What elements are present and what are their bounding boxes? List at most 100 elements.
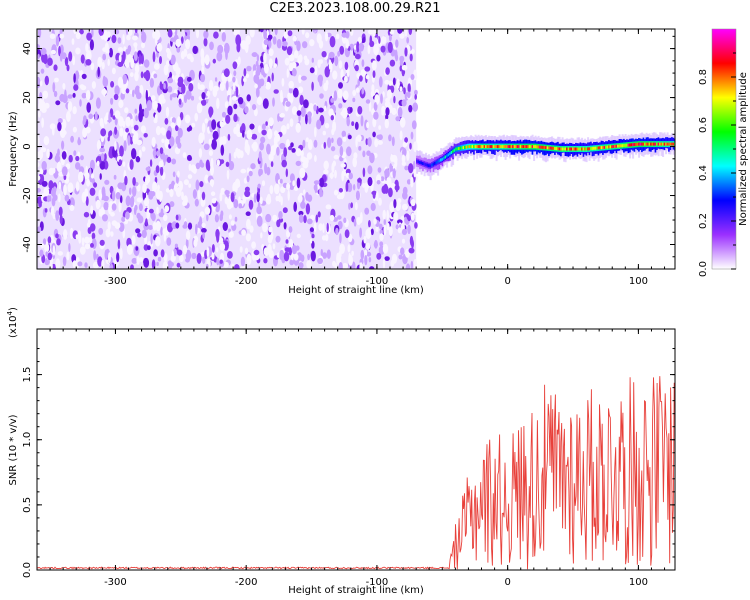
noise-speckle (122, 34, 125, 45)
noise-speckle (37, 187, 41, 193)
noise-speckle (139, 257, 144, 262)
noise-speckle (353, 184, 356, 191)
noise-speckle (375, 190, 379, 202)
noise-speckle (409, 53, 413, 62)
noise-speckle (236, 131, 242, 137)
noise-speckle (160, 208, 164, 216)
noise-speckle (234, 216, 238, 222)
noise-speckle (133, 42, 138, 48)
noise-speckle (68, 243, 71, 252)
noise-speckle (89, 168, 92, 177)
noise-speckle (203, 37, 208, 47)
noise-speckle (209, 41, 214, 51)
noise-speckle (368, 220, 371, 228)
noise-speckle (72, 126, 77, 133)
noise-speckle (68, 51, 73, 62)
noise-speckle (410, 131, 414, 140)
spectrogram-ridge (416, 132, 675, 181)
noise-speckle (305, 114, 308, 125)
noise-speckle (334, 169, 337, 179)
noise-speckle (72, 106, 77, 115)
noise-speckle (309, 39, 315, 47)
noise-speckle (123, 131, 127, 141)
snr-x-tick-label: -300 (104, 577, 127, 588)
noise-speckle (302, 41, 308, 49)
noise-speckle (285, 168, 288, 178)
noise-speckle (220, 121, 224, 128)
noise-speckle (322, 223, 325, 234)
noise-speckle (281, 77, 285, 87)
noise-speckle (89, 39, 94, 51)
noise-speckle (306, 218, 313, 225)
noise-speckle (362, 36, 366, 42)
noise-speckle (118, 201, 122, 213)
noise-speckle (178, 98, 182, 105)
noise-speckle (183, 79, 187, 84)
noise-speckle (243, 77, 247, 83)
noise-speckle (37, 43, 40, 50)
noise-speckle (265, 213, 272, 223)
noise-speckle (211, 139, 218, 150)
noise-speckle (86, 102, 91, 113)
noise-speckle (172, 171, 176, 178)
noise-speckle (200, 73, 206, 83)
noise-speckle (374, 138, 379, 148)
noise-speckle (303, 55, 308, 61)
noise-speckle (95, 199, 101, 209)
noise-speckle (336, 137, 343, 147)
noise-speckle (299, 94, 304, 106)
noise-speckle (222, 222, 228, 231)
noise-speckle (226, 169, 230, 180)
noise-speckle (100, 128, 107, 137)
noise-speckle (114, 85, 120, 96)
noise-speckle (289, 118, 294, 127)
noise-speckle (413, 258, 418, 269)
noise-speckle (370, 202, 376, 212)
noise-speckle (239, 246, 243, 253)
spectrogram-y-label: Frequency (Hz) (8, 111, 19, 187)
noise-speckle (220, 144, 225, 156)
noise-speckle (260, 136, 266, 144)
noise-speckle (298, 262, 304, 269)
noise-speckle (132, 89, 135, 98)
noise-speckle (77, 230, 81, 238)
noise-speckle (224, 190, 230, 195)
noise-speckle (313, 139, 318, 148)
noise-speckle (118, 54, 122, 63)
noise-speckle (44, 102, 50, 109)
noise-speckle (272, 36, 277, 45)
noise-speckle (333, 90, 338, 101)
noise-speckle (104, 179, 110, 185)
noise-speckle (201, 191, 206, 201)
noise-speckle (57, 118, 63, 124)
noise-speckle (317, 59, 321, 68)
noise-speckle (288, 247, 293, 256)
noise-speckle (157, 256, 162, 262)
snr-x-tick-label: -100 (366, 577, 389, 588)
noise-speckle (401, 154, 406, 163)
noise-speckle (342, 136, 347, 142)
noise-speckle (81, 191, 87, 203)
noise-speckle (346, 116, 351, 127)
noise-speckle (401, 99, 407, 107)
noise-speckle (83, 115, 87, 123)
noise-speckle (346, 182, 353, 193)
noise-speckle (399, 33, 405, 39)
noise-speckle (308, 105, 313, 112)
noise-speckle (298, 214, 304, 223)
noise-speckle (150, 191, 156, 197)
noise-speckle (313, 222, 317, 232)
noise-speckle (143, 244, 149, 251)
noise-speckle (273, 63, 278, 68)
noise-speckle (198, 132, 205, 144)
noise-speckle (364, 66, 371, 72)
noise-speckle (81, 92, 87, 99)
noise-speckle (111, 220, 118, 227)
noise-speckle (413, 160, 416, 170)
noise-speckle (208, 107, 213, 118)
noise-speckle (188, 183, 192, 188)
noise-speckle (219, 213, 223, 222)
noise-speckle (95, 97, 101, 109)
spectrogram-x-tick-label: -300 (104, 276, 127, 287)
noise-speckle (219, 259, 223, 264)
